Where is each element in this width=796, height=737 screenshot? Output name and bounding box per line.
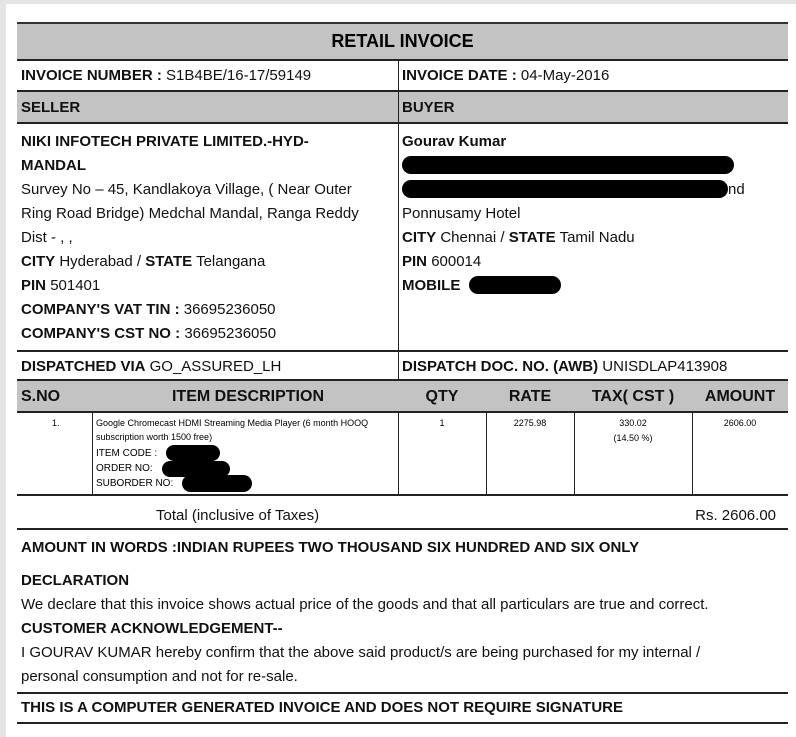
- title-band: RETAIL INVOICE: [17, 22, 788, 59]
- seller-city: CITY Hyderabad / STATE Telangana: [21, 253, 266, 270]
- redaction: [402, 180, 728, 198]
- col-description: ITEM DESCRIPTION: [171, 388, 324, 405]
- redaction: [166, 445, 220, 461]
- col-amount: AMOUNT: [704, 388, 776, 405]
- acknowledgement-text-2: personal consumption and not for re-sale…: [21, 668, 298, 685]
- acknowledgement-text: I GOURAV KUMAR hereby confirm that the a…: [21, 644, 701, 661]
- seller-address-3: Dist - , ,: [21, 229, 73, 246]
- invoice-date: INVOICE DATE : 04-May-2016: [402, 67, 610, 84]
- col-sno: S.NO: [21, 388, 61, 405]
- seller-address: Survey No – 45, Kandlakoya Village, ( Ne…: [21, 181, 352, 198]
- seller-label: SELLER: [21, 99, 81, 116]
- row-tax-percent: (14.50 %): [613, 433, 653, 443]
- total-amount: Rs. 2606.00: [695, 507, 776, 524]
- buyer-mobile: MOBILE: [402, 277, 461, 294]
- buyer-address-tail: nd: [728, 181, 745, 198]
- buyer-address: Ponnusamy Hotel: [402, 205, 521, 222]
- buyer-label: BUYER: [402, 99, 455, 116]
- seller-cst: COMPANY'S CST NO : 36695236050: [21, 325, 277, 342]
- redaction: [162, 461, 230, 477]
- total-label: Total (inclusive of Taxes): [156, 507, 320, 524]
- row-description: Google Chromecast HDMI Streaming Media P…: [96, 418, 369, 428]
- col-qty: QTY: [425, 388, 459, 405]
- seller-name: NIKI INFOTECH PRIVATE LIMITED.-HYD-: [21, 133, 309, 150]
- order-no-label: ORDER NO:: [96, 463, 153, 474]
- buyer-name: Gourav Kumar: [402, 133, 507, 150]
- party-header: [17, 92, 788, 122]
- footer-note: THIS IS A COMPUTER GENERATED INVOICE AND…: [21, 699, 623, 716]
- invoice-page: RETAIL INVOICE INVOICE NUMBER : S1B4BE/1…: [6, 4, 796, 737]
- seller-address-2: Ring Road Bridge) Medchal Mandal, Ranga …: [21, 205, 359, 222]
- dispatched-via: DISPATCHED VIA GO_ASSURED_LH: [21, 358, 282, 375]
- amount-in-words: AMOUNT IN WORDS :INDIAN RUPEES TWO THOUS…: [21, 539, 640, 556]
- col-rate: RATE: [508, 388, 552, 405]
- awb-number: DISPATCH DOC. NO. (AWB) UNISDLAP413908: [402, 358, 728, 375]
- buyer-pin: PIN 600014: [402, 253, 482, 270]
- seller-pin: PIN 501401: [21, 277, 101, 294]
- col-tax: TAX( CST ): [591, 388, 675, 405]
- invoice-title: RETAIL INVOICE: [331, 31, 474, 51]
- row-sno: 1.: [52, 418, 60, 428]
- redaction: [182, 475, 252, 492]
- buyer-city: CITY Chennai / STATE Tamil Nadu: [402, 229, 635, 246]
- row-description-2: subscription worth 1500 free): [96, 432, 213, 442]
- row-tax: 330.02: [619, 418, 647, 428]
- declaration-title: DECLARATION: [21, 572, 130, 589]
- suborder-no-label: SUBORDER NO:: [96, 478, 174, 489]
- seller-name-2: MANDAL: [21, 157, 86, 174]
- invoice-number: INVOICE NUMBER : S1B4BE/16-17/59149: [21, 67, 312, 84]
- acknowledgement-title: CUSTOMER ACKNOWLEDGEMENT--: [21, 620, 283, 637]
- table-header: [17, 381, 788, 411]
- row-rate: 2275.98: [513, 418, 547, 428]
- row-amount: 2606.00: [723, 418, 757, 428]
- redaction: [402, 156, 734, 174]
- redaction: [469, 276, 561, 294]
- item-code-label: ITEM CODE :: [96, 448, 158, 459]
- declaration-text: We declare that this invoice shows actua…: [21, 596, 709, 613]
- seller-vat: COMPANY'S VAT TIN : 36695236050: [21, 301, 276, 318]
- row-qty: 1: [439, 418, 445, 428]
